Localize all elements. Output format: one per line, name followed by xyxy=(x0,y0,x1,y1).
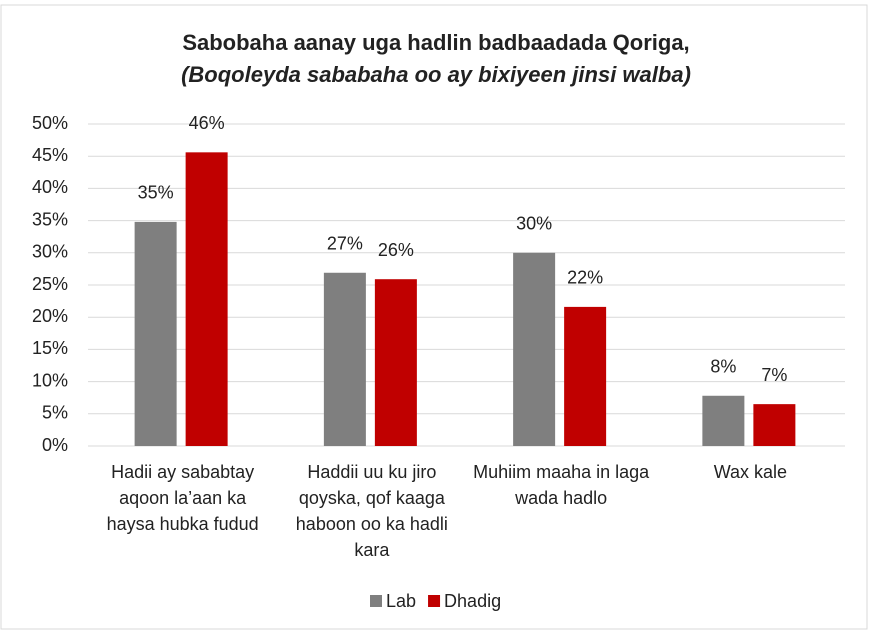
data-label: 46% xyxy=(189,113,225,133)
y-tick-label: 5% xyxy=(42,403,68,423)
data-label: 35% xyxy=(138,183,174,203)
x-tick-label: Wax kale xyxy=(713,462,788,482)
y-tick-label: 30% xyxy=(32,242,68,262)
bar xyxy=(185,152,228,446)
bar xyxy=(374,279,417,446)
y-tick-label: 50% xyxy=(32,113,68,133)
data-label: 26% xyxy=(378,240,414,260)
data-label: 27% xyxy=(327,234,363,254)
data-label: 8% xyxy=(710,357,736,377)
y-tick-label: 35% xyxy=(32,209,68,229)
data-label: 7% xyxy=(761,365,787,385)
y-tick-label: 45% xyxy=(32,145,68,165)
bar xyxy=(702,395,745,446)
bar xyxy=(134,221,177,446)
chart-subtitle: (Boqoleyda sababaha oo ay bixiyeen jinsi… xyxy=(181,62,691,87)
y-tick-label: 0% xyxy=(42,435,68,455)
legend-label: Lab xyxy=(386,591,416,611)
bar xyxy=(753,404,796,446)
bar xyxy=(564,306,607,446)
x-tick-label: Hadii ay sababtay aqoon la’aan ka haysa … xyxy=(106,462,259,534)
bar xyxy=(323,272,366,446)
x-tick-label: Haddii uu ku jiro qoyska, qof kaaga habo… xyxy=(295,462,448,560)
y-tick-label: 20% xyxy=(32,306,68,326)
data-label: 22% xyxy=(567,268,603,288)
legend-swatch xyxy=(370,595,382,607)
x-tick-label: Muhiim maaha in laga wada hadlo xyxy=(473,462,650,508)
legend-swatch xyxy=(428,595,441,607)
y-tick-label: 10% xyxy=(32,370,68,390)
y-tick-label: 40% xyxy=(32,177,68,197)
legend-label: Dhadig xyxy=(444,591,501,611)
y-tick-label: 25% xyxy=(32,274,68,294)
bar xyxy=(513,252,556,446)
chart-title: Sabobaha aanay uga hadlin badbaadada Qor… xyxy=(182,30,689,55)
data-label: 30% xyxy=(516,214,552,234)
y-tick-label: 15% xyxy=(32,338,68,358)
